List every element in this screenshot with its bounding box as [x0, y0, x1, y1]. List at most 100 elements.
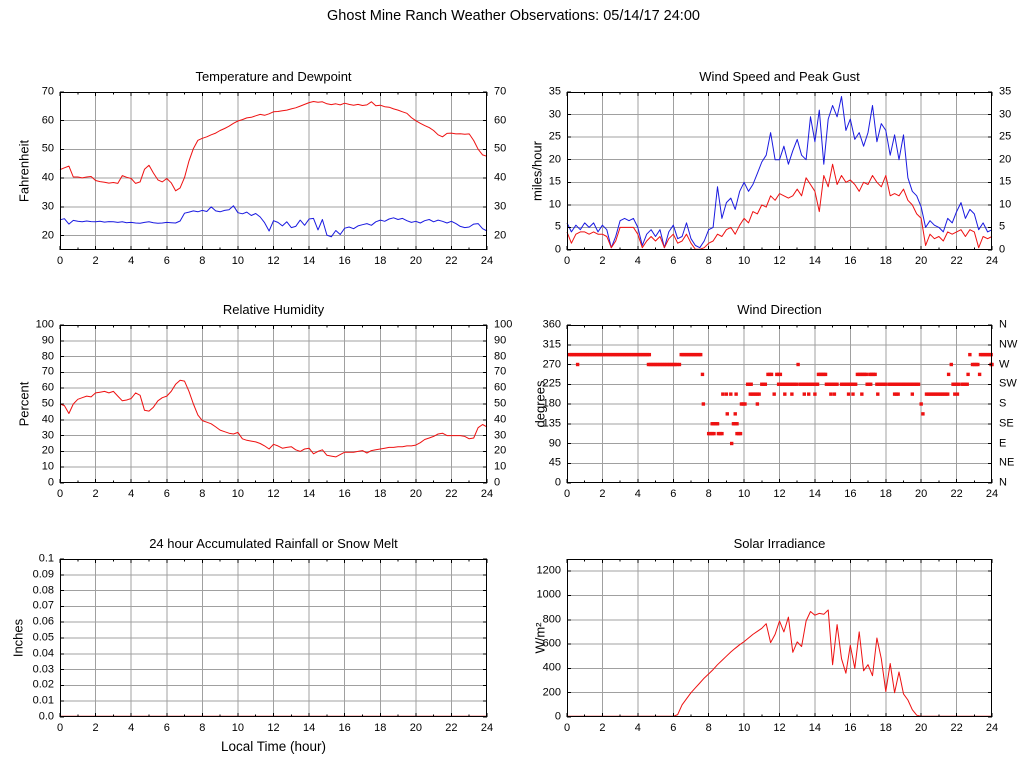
y-tick-label: 20 — [548, 153, 561, 166]
y-tick-label: 50 — [41, 397, 54, 410]
y-tick-label: 135 — [542, 417, 561, 430]
x-tick-label: 14 — [808, 722, 822, 734]
y-right-tick-label: SW — [999, 377, 1017, 390]
tick-marks — [566, 559, 993, 718]
y-right-tick-label: 90 — [494, 334, 507, 347]
y-tick-label: 60 — [41, 114, 54, 127]
x-tick-label: 12 — [267, 722, 280, 734]
y-tick-label: 10 — [41, 460, 54, 473]
y-tick-label: 5 — [554, 220, 561, 233]
x-tick-label: 24 — [480, 488, 494, 500]
x-tick-label: 12 — [267, 488, 280, 500]
x-tick-label: 20 — [915, 255, 928, 267]
y-tick-label: 0.09 — [32, 568, 54, 581]
y-tick-label: 35 — [548, 85, 561, 98]
x-tick-label: 14 — [302, 255, 316, 267]
x-tick-label: 0 — [563, 255, 571, 267]
y-tick-label: 0.1 — [38, 552, 54, 565]
x-tick-label: 22 — [445, 488, 458, 500]
y-tick-label: 25 — [548, 130, 561, 143]
x-tick-label: 0 — [56, 488, 64, 500]
x-tick-label: 24 — [480, 722, 494, 734]
grid-lines — [567, 92, 992, 250]
x-tick-label: 4 — [128, 722, 135, 734]
plot-area — [566, 324, 994, 484]
x-tick-label: 2 — [599, 488, 606, 500]
x-tick-label: 20 — [409, 488, 422, 500]
x-tick-label: 10 — [737, 488, 751, 500]
y-tick-label: 800 — [542, 613, 561, 626]
x-tick-label: 8 — [705, 722, 712, 734]
x-tick-label: 16 — [338, 722, 351, 734]
grid-lines — [60, 325, 487, 483]
x-tick-label: 20 — [915, 722, 928, 734]
y-right-tick-label: 60 — [494, 381, 507, 394]
x-tick-label: 18 — [879, 722, 892, 734]
y-right-tick-label: S — [999, 397, 1007, 410]
y-tick-label: 225 — [542, 377, 561, 390]
y-right-tick-label: 25 — [999, 130, 1012, 143]
series-wind-speed — [566, 163, 993, 250]
x-tick-label: 18 — [374, 488, 387, 500]
plot-area — [59, 558, 488, 718]
y-right-tick-label: 30 — [494, 200, 507, 213]
x-tick-label: 16 — [844, 255, 857, 267]
x-tick-label: 14 — [302, 488, 316, 500]
x-tick-label: 8 — [705, 488, 712, 500]
x-tick-label: 24 — [985, 488, 999, 500]
y-tick-label: 90 — [41, 334, 54, 347]
chart-title: 24 hour Accumulated Rainfall or Snow Mel… — [149, 536, 398, 551]
y-tick-label: 30 — [41, 200, 54, 213]
x-tick-label: 8 — [705, 255, 712, 267]
x-tick-label: 6 — [670, 255, 677, 267]
y-tick-label: 0.03 — [32, 663, 54, 676]
x-tick-label: 14 — [808, 488, 822, 500]
grid-lines — [60, 92, 487, 250]
y-tick-label: 270 — [542, 358, 561, 370]
x-tick-label: 16 — [338, 255, 351, 267]
x-tick-label: 24 — [985, 255, 999, 267]
x-tick-label: 22 — [950, 255, 963, 267]
x-tick-label: 12 — [773, 255, 786, 267]
x-tick-label: 14 — [302, 722, 316, 734]
chart-title: Temperature and Dewpoint — [195, 69, 352, 84]
x-tick-label: 2 — [92, 488, 99, 500]
tick-marks — [566, 324, 993, 484]
x-tick-label: 10 — [231, 255, 245, 267]
y-tick-label: 360 — [542, 318, 561, 331]
y-axis-label: miles/hour — [529, 141, 545, 201]
y-right-tick-label: N — [999, 476, 1007, 489]
x-tick-label: 4 — [128, 255, 135, 267]
y-right-tick-label: 50 — [494, 142, 507, 155]
x-tick-label: 2 — [599, 722, 606, 734]
x-tick-label: 0 — [563, 722, 571, 734]
x-tick-label: 2 — [92, 722, 99, 734]
x-tick-label: 12 — [267, 255, 280, 267]
x-tick-label: 10 — [737, 722, 751, 734]
x-tick-label: 0 — [56, 722, 64, 734]
x-tick-label: 16 — [844, 722, 857, 734]
y-right-tick-label: 20 — [999, 153, 1012, 166]
y-right-tick-label: 30 — [999, 108, 1012, 121]
y-tick-label: 100 — [35, 318, 54, 331]
x-tick-label: 24 — [985, 722, 999, 734]
x-tick-label: 4 — [634, 488, 641, 500]
y-right-tick-label: 40 — [494, 171, 507, 184]
y-right-tick-label: 40 — [494, 413, 507, 426]
x-tick-label: 12 — [773, 722, 786, 734]
x-tick-label: 0 — [56, 255, 64, 267]
chart-solar-irradiance: Solar Irradiance W/m² 0 200 400 600 800 1000 1… — [533, 536, 999, 734]
x-tick-label: 20 — [409, 255, 422, 267]
y-tick-label: 60 — [41, 381, 54, 394]
x-tick-label: 6 — [670, 722, 677, 734]
y-tick-label: 0.04 — [32, 647, 54, 660]
y-right-tick-label: SE — [999, 417, 1014, 430]
grid-lines — [567, 325, 992, 483]
y-tick-label: 0 — [554, 476, 561, 489]
y-right-tick-label: 60 — [494, 114, 507, 127]
chart-title: Wind Direction — [737, 302, 822, 317]
series-peak-gust — [566, 96, 993, 249]
y-right-tick-label: E — [999, 437, 1007, 449]
y-tick-label: 600 — [542, 637, 561, 650]
